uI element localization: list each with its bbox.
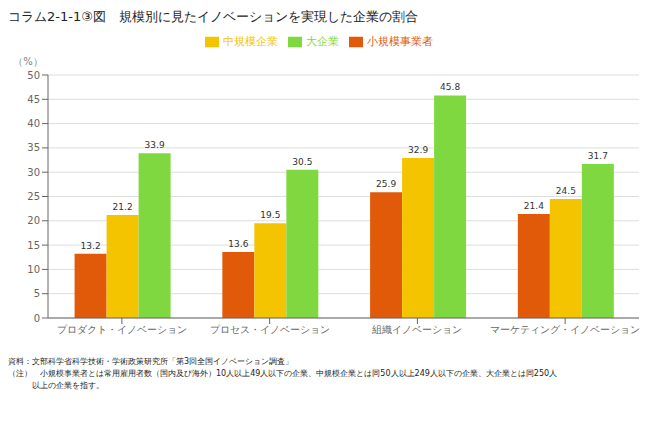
html-text:小規模事業者: 小規模事業者: [366, 35, 433, 48]
svg-text:0: 0: [34, 313, 40, 324]
svg-text:20: 20: [27, 215, 40, 226]
svg-text:45: 45: [27, 94, 40, 105]
svg-text:25.9: 25.9: [376, 179, 396, 189]
svg-text:35: 35: [27, 142, 40, 153]
svg-text:21.2: 21.2: [113, 202, 133, 212]
svg-text:（%）: （%）: [13, 56, 43, 67]
svg-text:プロダクト・イノベーション: プロダクト・イノベーション: [57, 324, 187, 335]
html-text:大企業: 大企業: [305, 35, 339, 48]
svg-text:15: 15: [27, 240, 40, 251]
html-text:以上の企業を指す。: 以上の企業を指す。: [8, 381, 104, 390]
svg-text:45.8: 45.8: [440, 82, 460, 92]
html-text:中規模企業: 中規模企業: [222, 35, 278, 48]
svg-text:32.9: 32.9: [408, 145, 428, 155]
svg-text:19.5: 19.5: [260, 210, 280, 220]
svg-text:プロセス・イノベーション: プロセス・イノベーション: [210, 324, 330, 335]
svg-text:21.4: 21.4: [524, 201, 544, 211]
svg-text:33.9: 33.9: [145, 140, 165, 150]
svg-text:13.6: 13.6: [228, 239, 248, 249]
svg-text:30.5: 30.5: [292, 157, 312, 167]
svg-text:31.7: 31.7: [588, 151, 608, 161]
svg-text:30: 30: [27, 167, 40, 178]
svg-text:25: 25: [27, 191, 40, 202]
svg-text:5: 5: [34, 288, 40, 299]
html-text:資料：文部科学省科学技術・学術政策研究所「第3回全国イノベー: 資料：文部科学省科学技術・学術政策研究所「第3回全国イノベーション調査」: [8, 357, 294, 366]
svg-text:40: 40: [27, 118, 40, 129]
svg-text:10: 10: [27, 264, 40, 275]
svg-text:24.5: 24.5: [556, 186, 576, 196]
svg-text:50: 50: [27, 70, 40, 81]
svg-text:組織イノベーション: 組織イノベーション: [371, 324, 462, 335]
svg-text:マーケティング・イノベーション: マーケティング・イノベーション: [490, 324, 640, 335]
svg-text:13.2: 13.2: [81, 241, 101, 251]
html-text:（注） 小規模事業者とは常用雇用者数（国内及び海外）10人以: （注） 小規模事業者とは常用雇用者数（国内及び海外）10人以上49人以下の企業、…: [8, 369, 558, 378]
html-text:コラム2-1-1③図 規模別に見たイノベーションを実現した企: コラム2-1-1③図 規模別に見たイノベーションを実現した企業の割合: [8, 9, 418, 24]
